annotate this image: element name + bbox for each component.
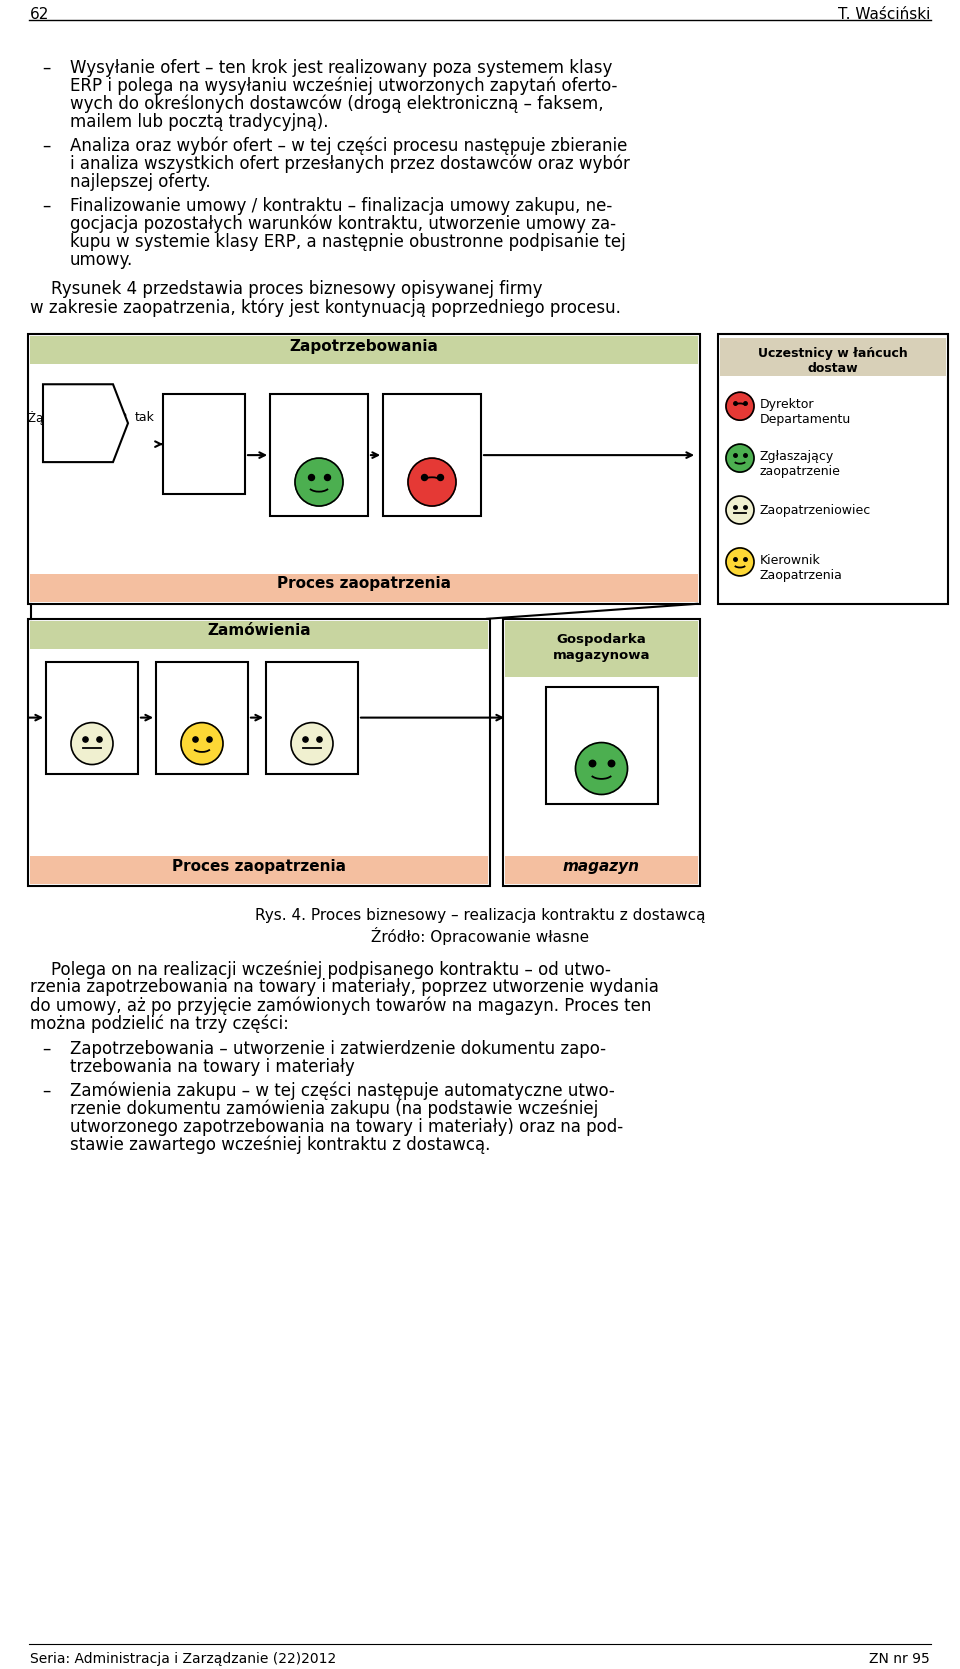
Text: Analiza oraz wybór ofert – w tej części procesu następuje zbieranie: Analiza oraz wybór ofert – w tej części … bbox=[70, 137, 628, 155]
Text: Uczestnicy w łańcuch: Uczestnicy w łańcuch bbox=[758, 347, 908, 361]
Text: Przyjęcie: Przyjęcie bbox=[574, 703, 630, 716]
Text: Zamówienia zakupu – w tej części następuje automatyczne utwo-: Zamówienia zakupu – w tej części następu… bbox=[70, 1082, 614, 1100]
Text: Departamentu: Departamentu bbox=[760, 414, 852, 426]
Text: wych do określonych dostawców (drogą elektroniczną – faksem,: wych do określonych dostawców (drogą ele… bbox=[70, 95, 604, 113]
Text: do umowy: do umowy bbox=[174, 429, 234, 442]
Text: Zaopatrzeniowiec: Zaopatrzeniowiec bbox=[760, 504, 872, 516]
Text: Żądany kontakt?: Żądany kontakt? bbox=[29, 411, 128, 426]
Text: Kierownik: Kierownik bbox=[760, 554, 821, 567]
Text: Rysunek 4 przedstawia proces biznesowy opisywanej firmy: Rysunek 4 przedstawia proces biznesowy o… bbox=[30, 280, 542, 299]
Circle shape bbox=[295, 457, 343, 506]
FancyBboxPatch shape bbox=[718, 334, 948, 604]
Text: Zgłaszający: Zgłaszający bbox=[760, 451, 834, 462]
Text: Zarządzanie: Zarządzanie bbox=[282, 411, 355, 424]
Text: najlepszej oferty.: najlepszej oferty. bbox=[70, 172, 210, 190]
Text: magazyn: magazyn bbox=[563, 860, 640, 875]
Text: ERP i polega na wysyłaniu wcześniej utworzonych zapytań oferto-: ERP i polega na wysyłaniu wcześniej utwo… bbox=[70, 77, 617, 95]
Text: Proces zaopatrzenia: Proces zaopatrzenia bbox=[277, 576, 451, 591]
Text: –: – bbox=[42, 1040, 50, 1058]
Text: 62: 62 bbox=[30, 7, 49, 22]
Circle shape bbox=[726, 496, 754, 524]
Text: Zamówienia: Zamówienia bbox=[207, 623, 311, 638]
Text: tak: tak bbox=[135, 411, 155, 424]
FancyBboxPatch shape bbox=[156, 661, 248, 773]
FancyBboxPatch shape bbox=[383, 394, 481, 516]
Text: Przesłanie: Przesłanie bbox=[282, 679, 342, 693]
Circle shape bbox=[726, 392, 754, 421]
Text: zamówieniami: zamówieniami bbox=[276, 426, 362, 439]
Text: Gospodarka: Gospodarka bbox=[557, 633, 646, 646]
Circle shape bbox=[575, 743, 628, 794]
Text: Zapotrzebowania – utworzenie i zatwierdzenie dokumentu zapo-: Zapotrzebowania – utworzenie i zatwierdz… bbox=[70, 1040, 606, 1058]
FancyBboxPatch shape bbox=[30, 574, 698, 603]
FancyBboxPatch shape bbox=[505, 856, 698, 885]
Text: zamówienia: zamówienia bbox=[57, 694, 128, 706]
Text: Źródło: Opracowanie własne: Źródło: Opracowanie własne bbox=[371, 928, 589, 945]
FancyBboxPatch shape bbox=[266, 661, 358, 773]
FancyBboxPatch shape bbox=[720, 339, 946, 376]
Circle shape bbox=[726, 547, 754, 576]
FancyBboxPatch shape bbox=[28, 619, 490, 886]
Text: można podzielić na trzy części:: można podzielić na trzy części: bbox=[30, 1015, 289, 1033]
Text: dostaw: dostaw bbox=[807, 362, 858, 376]
FancyBboxPatch shape bbox=[30, 856, 488, 885]
Text: ZN nr 95: ZN nr 95 bbox=[869, 1652, 930, 1666]
Text: do umowy, aż po przyjęcie zamówionych towarów na magazyn. Proces ten: do umowy, aż po przyjęcie zamówionych to… bbox=[30, 996, 652, 1015]
Text: w zakresie zaopatrzenia, który jest kontynuacją poprzedniego procesu.: w zakresie zaopatrzenia, który jest kont… bbox=[30, 299, 621, 317]
Text: Dyrektor: Dyrektor bbox=[760, 399, 814, 411]
Text: Do wymagań: Do wymagań bbox=[165, 414, 243, 427]
Text: Finalizowanie umowy / kontraktu – finalizacja umowy zakupu, ne-: Finalizowanie umowy / kontraktu – finali… bbox=[70, 197, 612, 215]
Text: T. Waściński: T. Waściński bbox=[838, 7, 930, 22]
FancyBboxPatch shape bbox=[30, 621, 488, 649]
Text: Polega on na realizacji wcześniej podpisanego kontraktu – od utwo-: Polega on na realizacji wcześniej podpis… bbox=[30, 960, 611, 978]
Circle shape bbox=[726, 444, 754, 472]
Text: zamówienia: zamówienia bbox=[276, 694, 348, 706]
Circle shape bbox=[408, 457, 456, 506]
FancyBboxPatch shape bbox=[163, 394, 245, 494]
Text: Określenie: Określenie bbox=[60, 679, 124, 693]
Text: zaopatrzenie: zaopatrzenie bbox=[760, 466, 841, 477]
Text: trzebowania na towary i materiały: trzebowania na towary i materiały bbox=[70, 1058, 355, 1077]
Text: Zapotrzebowania: Zapotrzebowania bbox=[290, 339, 439, 354]
Text: rzenia zapotrzebowania na towary i materiały, poprzez utworzenie wydania: rzenia zapotrzebowania na towary i mater… bbox=[30, 978, 659, 996]
Circle shape bbox=[181, 723, 223, 764]
Text: –: – bbox=[42, 58, 50, 77]
Text: mailem lub pocztą tradycyjną).: mailem lub pocztą tradycyjną). bbox=[70, 113, 328, 130]
Text: zamówienia: zamówienia bbox=[564, 718, 638, 731]
FancyBboxPatch shape bbox=[28, 334, 700, 604]
FancyBboxPatch shape bbox=[270, 394, 368, 516]
Circle shape bbox=[291, 723, 333, 764]
Text: stawie zawartego wcześniej kontraktu z dostawcą.: stawie zawartego wcześniej kontraktu z d… bbox=[70, 1137, 491, 1155]
Text: utworzonego zapotrzebowania na towary i materiały) oraz na pod-: utworzonego zapotrzebowania na towary i … bbox=[70, 1118, 623, 1137]
FancyBboxPatch shape bbox=[545, 686, 658, 804]
Text: Wysyłanie ofert – ten krok jest realizowany poza systemem klasy: Wysyłanie ofert – ten krok jest realizow… bbox=[70, 58, 612, 77]
Polygon shape bbox=[43, 384, 128, 462]
Text: gocjacja pozostałych warunków kontraktu, utworzenie umowy za-: gocjacja pozostałych warunków kontraktu,… bbox=[70, 215, 616, 234]
FancyBboxPatch shape bbox=[46, 661, 138, 773]
Text: –: – bbox=[42, 197, 50, 215]
Text: Seria: Administracja i Zarządzanie (22)2012: Seria: Administracja i Zarządzanie (22)2… bbox=[30, 1652, 336, 1666]
FancyBboxPatch shape bbox=[30, 337, 698, 364]
Text: rzenie dokumentu zamówienia zakupu (na podstawie wcześniej: rzenie dokumentu zamówienia zakupu (na p… bbox=[70, 1100, 598, 1118]
Text: umowy.: umowy. bbox=[70, 250, 133, 269]
Text: Zaopatrzenia: Zaopatrzenia bbox=[760, 569, 843, 582]
Text: kupu w systemie klasy ERP, a następnie obustronne podpisanie tej: kupu w systemie klasy ERP, a następnie o… bbox=[70, 232, 626, 250]
Text: i analiza wszystkich ofert przesłanych przez dostawców oraz wybór: i analiza wszystkich ofert przesłanych p… bbox=[70, 155, 630, 174]
Text: Zatwierdzenie: Zatwierdzenie bbox=[160, 679, 244, 693]
FancyBboxPatch shape bbox=[503, 619, 700, 886]
Text: zamówienia: zamówienia bbox=[167, 694, 237, 706]
Text: nie: nie bbox=[195, 477, 213, 491]
Text: –: – bbox=[42, 137, 50, 155]
Text: magazynowa: magazynowa bbox=[553, 649, 650, 661]
FancyBboxPatch shape bbox=[505, 621, 698, 676]
Text: Proces zaopatrzenia: Proces zaopatrzenia bbox=[172, 860, 346, 875]
Text: Rys. 4. Proces biznesowy – realizacja kontraktu z dostawcą: Rys. 4. Proces biznesowy – realizacja ko… bbox=[254, 908, 706, 923]
Text: zamówień: zamówień bbox=[402, 426, 462, 439]
Text: Zatwierdzanie: Zatwierdzanie bbox=[390, 411, 474, 424]
Text: –: – bbox=[42, 1082, 50, 1100]
Circle shape bbox=[71, 723, 113, 764]
